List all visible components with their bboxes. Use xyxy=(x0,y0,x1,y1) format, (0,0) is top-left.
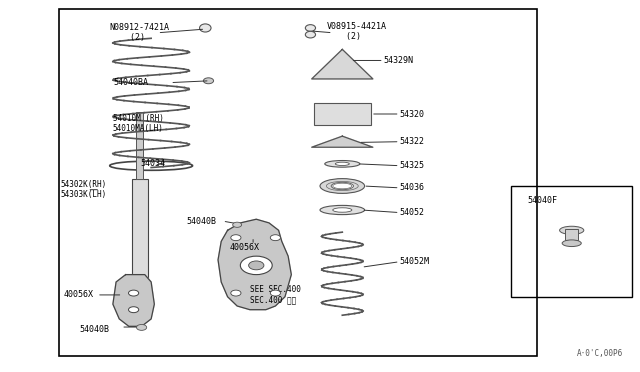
Text: V08915-4421A
    (2): V08915-4421A (2) xyxy=(326,22,387,41)
Circle shape xyxy=(129,307,139,312)
Bar xyxy=(565,229,578,240)
Ellipse shape xyxy=(331,182,353,190)
Text: 54052: 54052 xyxy=(399,208,425,217)
Text: A·0'C,00P6: A·0'C,00P6 xyxy=(577,349,623,358)
Circle shape xyxy=(270,235,280,241)
Ellipse shape xyxy=(559,226,584,234)
Ellipse shape xyxy=(324,161,360,167)
Text: SEE SEC.400
SEC.400 参照: SEE SEC.400 SEC.400 参照 xyxy=(250,285,301,305)
Ellipse shape xyxy=(200,24,211,32)
Text: 54040B: 54040B xyxy=(79,326,109,334)
Circle shape xyxy=(136,324,147,330)
Circle shape xyxy=(248,261,264,270)
Ellipse shape xyxy=(320,179,365,193)
Circle shape xyxy=(321,70,330,75)
Ellipse shape xyxy=(305,25,316,31)
Text: 54302K(RH)
54303K(LH): 54302K(RH) 54303K(LH) xyxy=(61,180,107,199)
Circle shape xyxy=(336,140,349,147)
Text: 40056X: 40056X xyxy=(64,291,94,299)
Bar xyxy=(511,186,632,297)
Text: 54325: 54325 xyxy=(399,161,425,170)
Bar xyxy=(136,112,143,179)
Text: 54052M: 54052M xyxy=(399,257,429,266)
Circle shape xyxy=(231,235,241,241)
Circle shape xyxy=(233,222,242,227)
Text: 54040B: 54040B xyxy=(186,217,216,225)
Ellipse shape xyxy=(305,31,316,38)
Ellipse shape xyxy=(320,205,365,215)
Polygon shape xyxy=(218,219,291,310)
Text: 54040F: 54040F xyxy=(528,196,557,205)
Text: 54040BA: 54040BA xyxy=(113,78,148,87)
Bar xyxy=(314,103,371,125)
Text: 54036: 54036 xyxy=(399,183,425,192)
Circle shape xyxy=(129,290,139,296)
Text: 54010M (RH)
54010MA(LH): 54010M (RH) 54010MA(LH) xyxy=(113,113,164,133)
Text: 40056X: 40056X xyxy=(230,243,259,252)
Polygon shape xyxy=(312,49,373,79)
Text: 54034: 54034 xyxy=(140,159,165,169)
Bar xyxy=(59,9,537,356)
Text: 54329N: 54329N xyxy=(384,56,413,65)
Bar xyxy=(132,179,148,289)
Polygon shape xyxy=(312,136,373,147)
Text: 54322: 54322 xyxy=(399,137,425,146)
Circle shape xyxy=(355,70,364,75)
Ellipse shape xyxy=(333,208,352,212)
Ellipse shape xyxy=(335,162,349,166)
Text: N08912-7421A
    (2): N08912-7421A (2) xyxy=(109,23,170,42)
Circle shape xyxy=(241,256,272,275)
Circle shape xyxy=(338,62,347,67)
Text: 54320: 54320 xyxy=(399,109,425,119)
Circle shape xyxy=(231,290,241,296)
Circle shape xyxy=(204,78,214,84)
Circle shape xyxy=(270,290,280,296)
Polygon shape xyxy=(113,275,154,326)
Ellipse shape xyxy=(562,240,581,247)
